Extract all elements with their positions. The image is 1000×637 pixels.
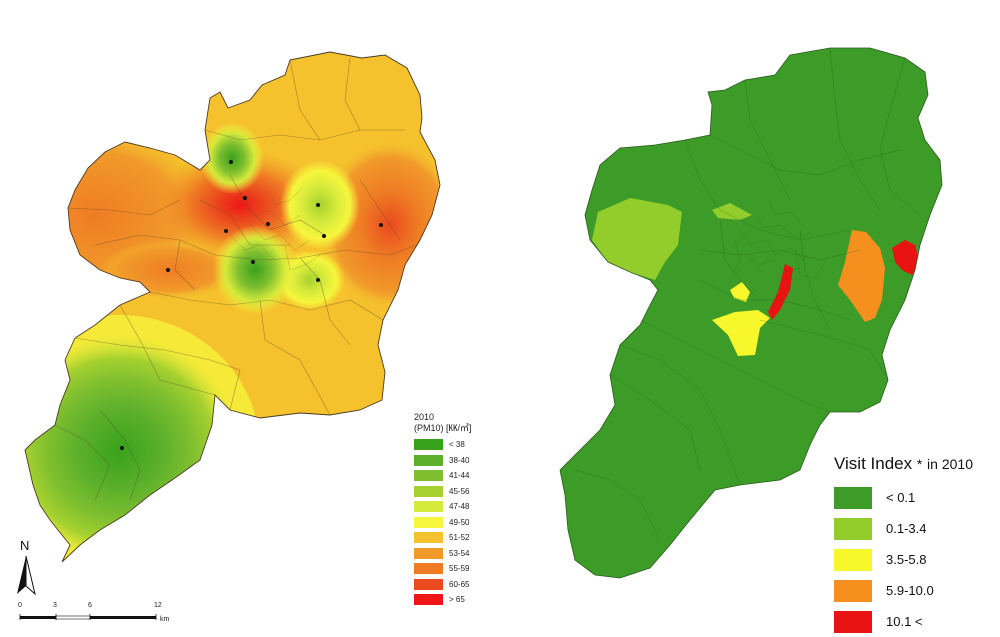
pm10-legend-row: 38-40 (414, 453, 504, 469)
left-pm10-map (25, 52, 440, 562)
pm10-legend-row: 41-44 (414, 468, 504, 484)
pm10-legend-unit: (PM10) [㏍/㎥] (414, 423, 472, 433)
monitoring-stations (120, 160, 383, 450)
pm10-legend-row: 49-50 (414, 515, 504, 531)
north-label: N (20, 538, 30, 553)
visit-index-legend-swatch (834, 517, 872, 540)
pm10-legend-swatch (414, 470, 443, 482)
pm10-legend-swatch (414, 547, 443, 559)
visit-index-legend-row: 3.5-5.8 (834, 544, 1000, 575)
pm10-legend-swatch (414, 516, 443, 528)
pm10-legend-row: < 38 (414, 437, 504, 453)
visit-index-title-mark: * (916, 456, 923, 472)
scale-bar-graphic (19, 614, 157, 620)
pm10-legend-row: > 65 (414, 592, 504, 608)
scale-unit: km (160, 616, 170, 623)
pm10-legend-label: < 38 (449, 440, 465, 450)
pm10-legend-label: 45-56 (449, 486, 470, 496)
pm10-legend-swatch (414, 485, 443, 497)
visit-index-legend-swatch (834, 548, 872, 571)
scale-tick-0: 0 (18, 602, 22, 609)
pm10-legend-label: 55-59 (449, 564, 470, 574)
scale-tick-12: 12 (154, 602, 162, 609)
pm10-legend-row: 51-52 (414, 530, 504, 546)
visit-index-legend-label: 10.1 < (886, 614, 923, 629)
north-arrow: N (14, 538, 44, 600)
visit-index-legend-swatch (834, 486, 872, 509)
visit-index-legend-row: 10.1 < (834, 606, 1000, 637)
scale-bar: 0 3 6 12 km (18, 602, 178, 632)
pm10-legend-swatch (414, 578, 443, 590)
visit-index-legend: Visit Index * in 2010 < 0.1 0.1-3.4 3.5-5.… (834, 454, 1000, 637)
visit-index-legend-label: 3.5-5.8 (886, 552, 927, 567)
pm10-legend-swatch (414, 439, 443, 451)
pm10-legend-swatch (414, 594, 443, 606)
pm10-legend-swatch (414, 563, 443, 575)
pm10-legend-row: 45-56 (414, 484, 504, 500)
visit-index-legend-row: 0.1-3.4 (834, 513, 1000, 544)
scale-tick-6: 6 (88, 602, 92, 609)
pm10-legend-label: 41-44 (449, 471, 470, 481)
pm10-legend-swatch (414, 532, 443, 544)
visit-index-legend-label: < 0.1 (886, 490, 916, 505)
visit-index-title-text: Visit Index (834, 454, 913, 473)
pm10-legend-row: 55-59 (414, 561, 504, 577)
scale-tick-3: 3 (53, 602, 57, 609)
pm10-legend-label: 53-54 (449, 548, 470, 558)
pm10-legend-row: 47-48 (414, 499, 504, 515)
pm10-legend-row: 60-65 (414, 577, 504, 593)
pm10-legend-label: 38-40 (449, 455, 470, 465)
pm10-legend-label: > 65 (449, 595, 465, 605)
pm10-legend-label: 60-65 (449, 579, 470, 589)
visit-index-legend-row: 5.9-10.0 (834, 575, 1000, 606)
visit-index-legend-row: < 0.1 (834, 482, 1000, 513)
pm10-legend-swatch (414, 501, 443, 513)
visit-index-title-suffix: in 2010 (927, 456, 973, 472)
pm10-legend-year: 2010 (414, 412, 435, 422)
visit-index-legend-swatch (834, 610, 872, 633)
pm10-legend-row: 53-54 (414, 546, 504, 562)
left-map-outline (24, 51, 441, 563)
pm10-legend-label: 49-50 (449, 517, 470, 527)
pm10-legend-label: 47-48 (449, 502, 470, 512)
pm10-legend: 2010 (PM10) [㏍/㎥] < 38 38-40 41-44 45-56 47-… (414, 412, 504, 608)
visit-index-legend-label: 0.1-3.4 (886, 521, 927, 536)
visit-index-legend-title: Visit Index * in 2010 (834, 454, 1000, 474)
pm10-legend-label: 51-52 (449, 533, 470, 543)
visit-index-legend-label: 5.9-10.0 (886, 583, 934, 598)
pm10-legend-swatch (414, 454, 443, 466)
north-arrow-icon (17, 555, 36, 596)
right-map-outline (559, 47, 943, 579)
visit-index-legend-swatch (834, 579, 872, 602)
